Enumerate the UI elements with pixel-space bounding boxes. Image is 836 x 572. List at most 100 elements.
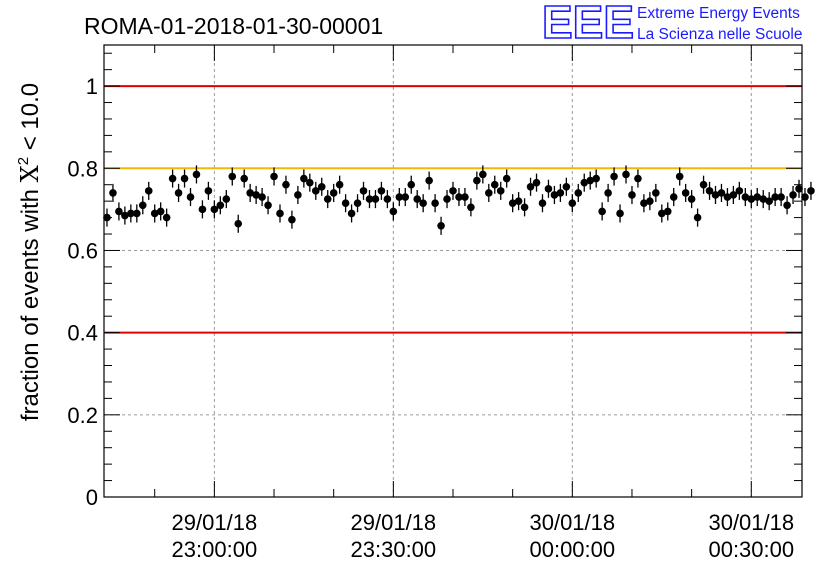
y-axis-label-prefix: fraction of events with	[17, 182, 44, 421]
data-point	[765, 192, 773, 211]
point-marker	[329, 189, 338, 197]
point-marker	[520, 203, 529, 212]
point-marker	[789, 191, 797, 199]
x-tick-label-date: 29/01/18	[172, 510, 258, 535]
data-point	[729, 185, 738, 205]
data-point	[622, 165, 630, 184]
point-marker	[192, 170, 201, 179]
point-marker	[646, 197, 654, 205]
point-marker	[180, 174, 189, 183]
reference-lines	[104, 85, 802, 334]
point-marker	[228, 172, 237, 181]
point-marker	[532, 178, 541, 187]
data-point	[652, 183, 660, 202]
point-marker	[103, 213, 111, 222]
data-point	[389, 202, 398, 221]
point-marker	[419, 199, 427, 207]
point-marker	[556, 189, 565, 197]
data-point	[717, 183, 726, 202]
point-marker	[568, 199, 577, 207]
data-point	[192, 165, 201, 184]
data-point	[586, 171, 595, 190]
point-marker	[479, 170, 487, 179]
point-marker	[156, 207, 165, 216]
data-point	[574, 183, 583, 202]
point-marker	[693, 213, 702, 222]
data-point	[419, 194, 427, 213]
point-marker	[383, 195, 392, 203]
data-point	[395, 187, 404, 207]
point-marker	[610, 172, 618, 181]
data-point	[300, 169, 308, 188]
data-point	[711, 185, 720, 205]
point-marker	[586, 176, 595, 185]
data-point	[252, 185, 260, 205]
y-tick-label: 0.8	[67, 156, 98, 181]
data-point	[759, 190, 768, 209]
data-point	[550, 185, 559, 205]
data-point	[150, 204, 159, 223]
axis-ticks	[104, 45, 802, 498]
y-axis-label-symbol: X	[16, 165, 44, 182]
point-marker	[538, 199, 547, 207]
point-marker	[449, 187, 457, 195]
data-point	[771, 187, 779, 207]
y-axis-label: fraction of events with X2 < 10.0	[15, 83, 44, 421]
point-marker	[425, 176, 433, 185]
point-marker	[544, 185, 553, 193]
data-point	[705, 181, 714, 200]
point-marker	[335, 180, 344, 189]
y-tick-label: 0.4	[67, 321, 98, 346]
point-marker	[276, 209, 284, 218]
data-point	[317, 177, 326, 196]
x-tick-label-time: 00:30:00	[708, 537, 794, 562]
grid	[104, 45, 802, 497]
point-marker	[508, 199, 517, 207]
data-point	[270, 167, 278, 186]
data-point	[807, 181, 815, 200]
point-marker	[669, 193, 678, 201]
data-point	[496, 181, 505, 200]
data-point	[425, 171, 433, 190]
point-marker	[640, 199, 648, 207]
y-tick-label: 1	[86, 74, 98, 99]
data-point	[675, 167, 684, 186]
x-tick-label-date: 30/01/18	[529, 510, 615, 535]
data-point	[228, 167, 237, 186]
data-point	[365, 190, 374, 209]
plot-border	[103, 44, 803, 498]
point-marker	[437, 222, 445, 230]
data-point	[222, 190, 231, 209]
point-marker	[490, 180, 499, 189]
point-marker	[288, 215, 296, 224]
point-marker	[234, 219, 243, 228]
data-point	[556, 183, 565, 202]
point-marker	[377, 187, 386, 195]
point-marker	[496, 187, 505, 195]
point-marker	[294, 191, 302, 199]
y-tick-label: 0.2	[67, 403, 98, 428]
data-point	[109, 183, 117, 202]
plot-frame	[103, 44, 803, 498]
eee-logo-mark: EEE	[542, 0, 634, 48]
data-point	[210, 200, 219, 219]
point-marker	[681, 189, 690, 197]
y-tick-label: 0	[86, 485, 98, 510]
data-point	[699, 175, 708, 194]
point-marker	[675, 172, 684, 181]
data-point	[162, 208, 171, 227]
point-marker	[598, 207, 606, 216]
point-marker	[580, 178, 589, 187]
data-point	[377, 181, 386, 200]
point-marker	[282, 180, 290, 189]
data-point	[610, 167, 618, 186]
tick-labels: 00.20.40.60.8129/01/1823:00:0029/01/1823…	[67, 74, 794, 562]
point-marker	[658, 209, 666, 218]
point-marker	[777, 193, 785, 201]
point-marker	[133, 209, 141, 218]
data-point	[669, 187, 678, 207]
eee-logo-line1: Extreme Energy Events	[637, 5, 800, 22]
point-marker	[759, 195, 768, 203]
data-point	[282, 175, 290, 194]
data-point	[264, 196, 272, 215]
